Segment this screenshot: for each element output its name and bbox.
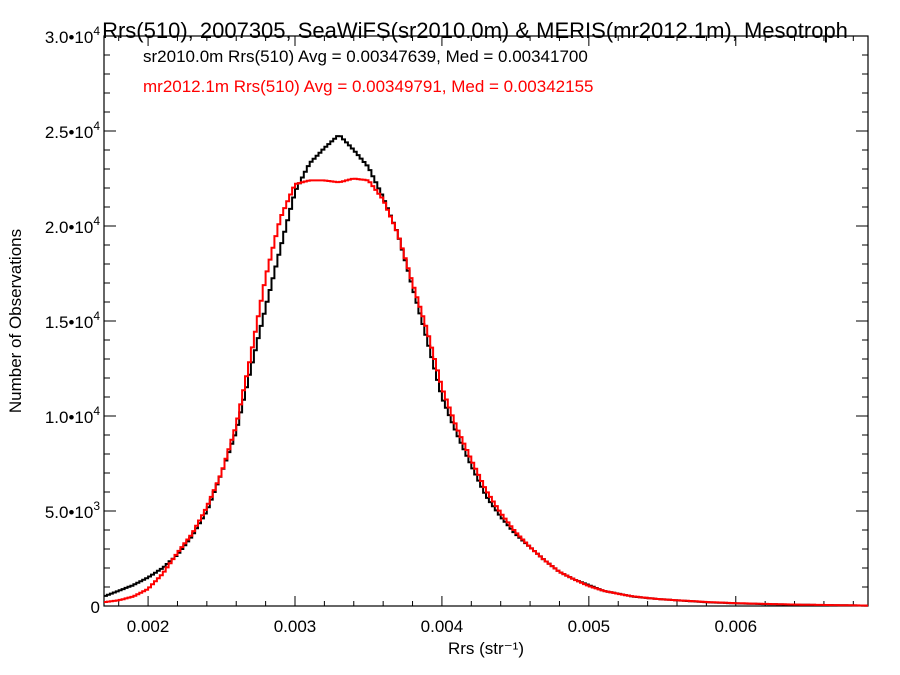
series-line-black	[104, 135, 868, 607]
chart-title: Rrs(510), 2007305, SeaWiFS(sr2010.0m) & …	[102, 18, 848, 43]
annotation-red-series: mr2012.1m Rrs(510) Avg = 0.00349791, Med…	[143, 77, 594, 96]
y-tick-labels: 0 5.0•103 1.0•104 1.5•104 2.0•104 2.5•104 3.0•…	[45, 24, 101, 617]
x-tick-label: 0.003	[274, 617, 317, 636]
y-tick-label: 3.0•104	[45, 24, 101, 47]
y-tick-label: 2.5•104	[45, 119, 101, 142]
x-axis-label: Rrs (str⁻¹)	[448, 639, 524, 658]
annotation-black-series: sr2010.0m Rrs(510) Avg = 0.00347639, Med…	[143, 47, 588, 66]
y-tick-label: 2.0•104	[45, 214, 101, 237]
x-tick-label: 0.004	[421, 617, 464, 636]
axis-ticks	[104, 35, 868, 607]
series-line-red	[104, 177, 868, 607]
y-tick-label: 1.0•104	[45, 404, 101, 427]
series-layer	[104, 135, 868, 607]
x-tick-label: 0.005	[568, 617, 611, 636]
y-axis-label: Number of Observations	[6, 229, 25, 413]
x-tick-label: 0.002	[127, 617, 170, 636]
y-tick-label: 1.5•104	[45, 309, 101, 332]
x-tick-label: 0.006	[714, 617, 757, 636]
y-tick-label: 0	[91, 598, 100, 617]
y-tick-label: 5.0•103	[45, 499, 101, 522]
plot-frame	[103, 35, 869, 607]
x-tick-labels: 0.002 0.003 0.004 0.005 0.006	[127, 617, 757, 636]
